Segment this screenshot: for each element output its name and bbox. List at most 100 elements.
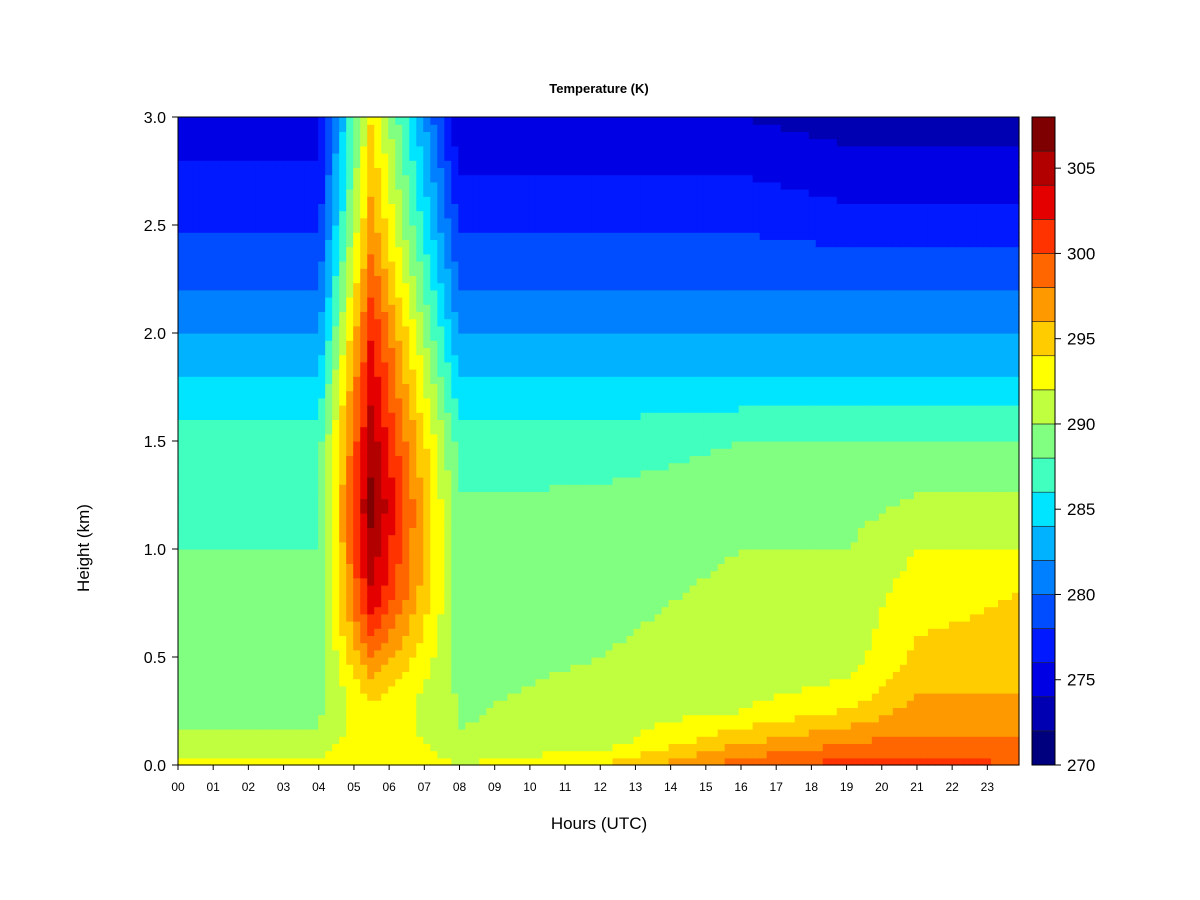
heatmap-cell xyxy=(500,311,508,320)
heatmap-cell xyxy=(185,253,193,262)
heatmap-cell xyxy=(430,217,438,226)
heatmap-cell xyxy=(521,354,530,363)
heatmap-cell xyxy=(318,153,326,161)
heatmap-cell xyxy=(500,498,508,507)
heatmap-cell xyxy=(304,289,312,298)
heatmap-cell xyxy=(255,700,263,708)
heatmap-cell xyxy=(220,556,228,564)
heatmap-cell xyxy=(430,196,438,204)
heatmap-cell xyxy=(255,225,263,233)
heatmap-cell xyxy=(199,498,207,507)
heatmap-cell xyxy=(430,448,438,456)
heatmap-cell xyxy=(374,599,382,608)
heatmap-cell xyxy=(325,376,333,384)
heatmap-cell xyxy=(360,491,368,500)
heatmap-cell xyxy=(507,534,515,543)
heatmap-cell xyxy=(549,527,558,536)
heatmap-cell xyxy=(409,621,417,629)
heatmap-cell xyxy=(486,570,494,579)
heatmap-cell xyxy=(290,491,298,500)
heatmap-cell xyxy=(192,441,200,449)
heatmap-cell xyxy=(528,217,537,226)
heatmap-cell xyxy=(255,570,263,579)
heatmap-cell xyxy=(318,664,326,672)
heatmap-cell xyxy=(542,347,551,356)
heatmap-cell xyxy=(185,181,193,190)
heatmap-cell xyxy=(332,174,340,183)
heatmap-cell xyxy=(339,369,347,377)
heatmap-cell xyxy=(479,441,487,449)
heatmap-cell xyxy=(521,167,530,176)
heatmap-cell xyxy=(283,239,291,248)
heatmap-cell xyxy=(437,160,445,168)
heatmap-cell xyxy=(339,693,347,701)
heatmap-cell xyxy=(178,333,186,341)
heatmap-cell xyxy=(192,333,200,341)
heatmap-cell xyxy=(563,570,572,579)
heatmap-cell xyxy=(213,541,221,550)
heatmap-cell xyxy=(339,736,347,744)
heatmap-cell xyxy=(528,757,537,766)
heatmap-cell xyxy=(528,433,537,442)
heatmap-cell xyxy=(353,527,361,536)
heatmap-cell xyxy=(199,304,207,312)
heatmap-cell xyxy=(220,361,228,370)
heatmap-cell xyxy=(276,138,284,147)
heatmap-cell xyxy=(332,462,340,471)
heatmap-cell xyxy=(332,340,340,348)
heatmap-cell xyxy=(178,138,186,147)
heatmap-cell xyxy=(402,318,410,327)
heatmap-cell xyxy=(227,577,235,586)
heatmap-cell xyxy=(528,534,537,543)
heatmap-cell xyxy=(227,390,235,399)
heatmap-cell xyxy=(409,606,417,615)
heatmap-cell xyxy=(521,570,530,579)
heatmap-cell xyxy=(535,657,544,665)
heatmap-cell xyxy=(353,419,361,428)
heatmap-cell xyxy=(311,282,319,291)
heatmap-cell xyxy=(353,628,361,636)
heatmap-cell xyxy=(353,498,361,507)
heatmap-cell xyxy=(507,383,515,392)
heatmap-cell xyxy=(472,297,480,305)
heatmap-cell xyxy=(430,736,438,744)
heatmap-cell xyxy=(556,318,565,327)
heatmap-cell xyxy=(332,361,340,370)
heatmap-cell xyxy=(535,505,544,514)
heatmap-cell xyxy=(339,700,347,708)
heatmap-cell xyxy=(542,664,551,672)
heatmap-cell xyxy=(318,549,326,557)
heatmap-cell xyxy=(549,369,558,377)
heatmap-cell xyxy=(276,261,284,269)
heatmap-cell xyxy=(297,433,305,442)
heatmap-cell xyxy=(521,642,530,651)
heatmap-cell xyxy=(500,592,508,600)
heatmap-cell xyxy=(360,145,368,154)
heatmap-cell xyxy=(535,282,544,291)
heatmap-cell xyxy=(290,261,298,269)
heatmap-cell xyxy=(493,145,501,154)
heatmap-cell xyxy=(269,304,277,312)
heatmap-cell xyxy=(248,361,256,370)
heatmap-cell xyxy=(185,469,193,478)
heatmap-cell xyxy=(437,477,445,485)
heatmap-cell xyxy=(353,297,361,305)
heatmap-cell xyxy=(444,246,452,255)
heatmap-cell xyxy=(227,131,235,140)
heatmap-cell xyxy=(276,181,284,190)
heatmap-cell xyxy=(514,721,523,730)
heatmap-cell xyxy=(388,117,396,125)
heatmap-cell xyxy=(486,325,494,334)
heatmap-cell xyxy=(339,628,347,636)
heatmap-cell xyxy=(213,527,221,536)
heatmap-cell xyxy=(367,117,375,125)
heatmap-cell xyxy=(542,174,551,183)
heatmap-cell xyxy=(549,541,558,550)
heatmap-cell xyxy=(353,433,361,442)
heatmap-cell xyxy=(465,390,473,399)
heatmap-cell xyxy=(381,621,389,629)
heatmap-cell xyxy=(451,657,459,665)
heatmap-cell xyxy=(528,448,537,456)
heatmap-cell xyxy=(486,405,494,413)
heatmap-cell xyxy=(381,318,389,327)
